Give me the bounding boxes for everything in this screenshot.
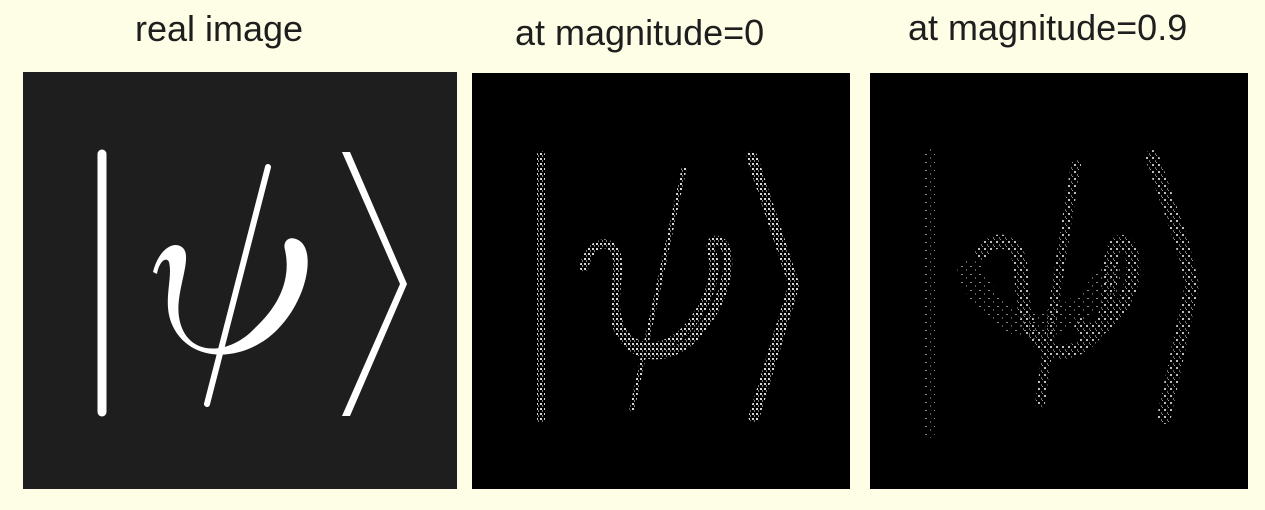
magnitude-0-9-panel bbox=[870, 73, 1248, 489]
magnitude-0-panel bbox=[472, 73, 850, 489]
caption-magnitude-0-9: at magnitude=0.9 bbox=[908, 7, 1188, 48]
ket-psi-noisy-image bbox=[925, 146, 1200, 438]
caption-real-image: real image bbox=[135, 8, 304, 49]
real-image-panel bbox=[23, 72, 457, 489]
ket-psi-image bbox=[97, 149, 407, 417]
caption-magnitude-0: at magnitude=0 bbox=[515, 12, 765, 53]
ket-psi-dotted-image bbox=[537, 151, 800, 423]
